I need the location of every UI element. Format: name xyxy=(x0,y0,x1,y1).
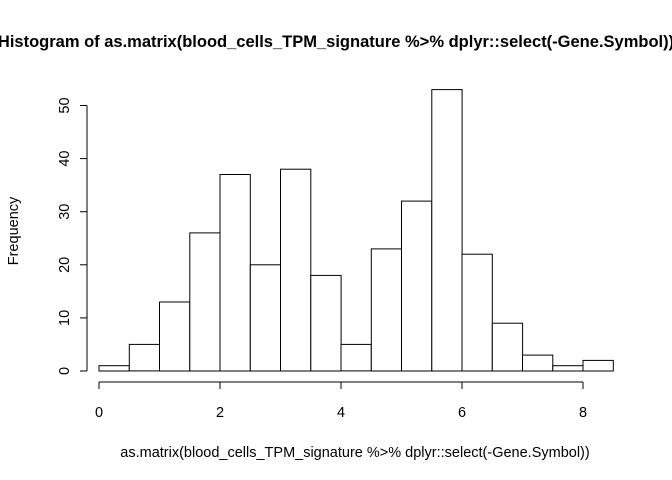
y-tick-label: 50 xyxy=(57,97,73,113)
histogram-bar xyxy=(249,264,282,372)
histogram-bar xyxy=(401,200,433,372)
histogram-bar xyxy=(431,89,463,372)
x-tick-label: 4 xyxy=(337,405,345,421)
x-tick-label: 0 xyxy=(95,405,103,421)
y-tick-label: 0 xyxy=(57,367,73,375)
histogram-bar xyxy=(340,343,372,372)
histogram-bar xyxy=(280,168,312,372)
histogram-bar xyxy=(189,232,221,372)
histogram-bar xyxy=(370,248,403,372)
histogram-bars xyxy=(98,89,614,372)
y-axis: 0 10 20 30 40 50 xyxy=(57,97,88,375)
histogram-bar xyxy=(159,301,191,372)
histogram-bar xyxy=(491,322,524,372)
histogram-bar xyxy=(128,343,161,372)
histogram-bar xyxy=(461,253,493,372)
histogram-bar xyxy=(310,274,342,372)
y-tick-label: 30 xyxy=(57,204,73,220)
chart-title: Histogram of as.matrix(blood_cells_TPM_s… xyxy=(0,33,672,51)
x-axis: 0 2 4 6 8 xyxy=(95,381,587,421)
y-tick-label: 10 xyxy=(57,310,73,326)
histogram-bar xyxy=(582,359,614,372)
x-tick-label: 2 xyxy=(216,405,224,421)
histogram-bar xyxy=(98,365,130,372)
y-tick-label: 20 xyxy=(57,257,73,273)
x-tick-label: 8 xyxy=(579,405,587,421)
x-tick-label: 6 xyxy=(458,405,466,421)
histogram-bar xyxy=(552,365,584,372)
histogram-bar xyxy=(522,354,554,372)
y-tick-label: 40 xyxy=(57,151,73,167)
x-axis-label: as.matrix(blood_cells_TPM_signature %>% … xyxy=(120,445,589,461)
histogram-bar xyxy=(219,174,251,372)
y-axis-label: Frequency xyxy=(6,196,22,265)
